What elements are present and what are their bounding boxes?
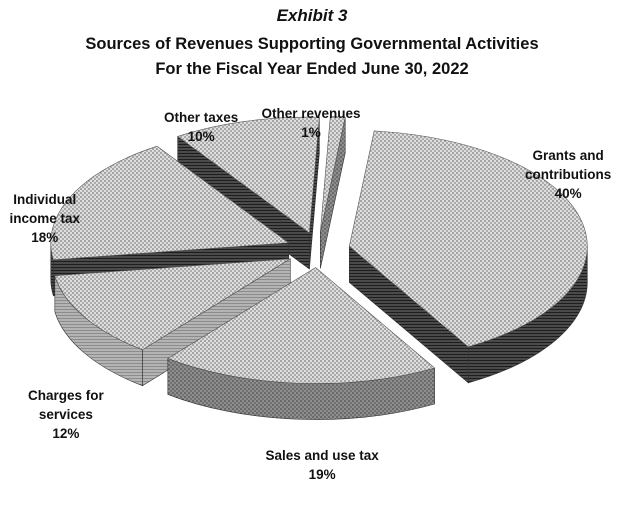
slice-label-charges-for-services: Charges for	[28, 388, 104, 403]
slice-label-grants-and-contributions: Grants and	[532, 148, 604, 163]
data-label-sales-and-use-tax: Sales and use tax 19%	[266, 446, 379, 484]
slice-label-grants-and-contributions: contributions	[525, 167, 612, 182]
slice-value-other-taxes: 10%	[187, 129, 215, 144]
pie-slice-grants-and-contributions	[348, 130, 588, 348]
slice-value-other-revenues: 1%	[301, 125, 321, 140]
pie-slice-other-revenues	[320, 116, 346, 233]
pie-slice-other-taxes	[177, 116, 320, 234]
pie-slice-charges-for-services	[54, 258, 291, 351]
exhibit-label: Exhibit 3	[276, 6, 348, 25]
slice-value-individual-income-tax: 18%	[31, 230, 59, 245]
slice-label-sales-and-use-tax: Sales and use tax	[265, 448, 379, 463]
slice-label-other-revenues: Other revenues	[261, 106, 361, 121]
data-label-grants-and-contributions: Grants and contributions 40%	[525, 146, 611, 203]
slice-value-sales-and-use-tax: 19%	[308, 467, 336, 482]
data-label-charges-for-services: Charges for services 12%	[28, 386, 104, 443]
slice-label-charges-for-services: services	[38, 407, 93, 422]
pie-slice-individual-income-tax	[50, 145, 290, 261]
data-label-other-taxes: Other taxes 10%	[164, 108, 238, 146]
slice-label-individual-income-tax: Individual	[13, 192, 77, 207]
slice-label-other-taxes: Other taxes	[164, 110, 239, 125]
data-label-individual-income-tax: Individual income tax 18%	[10, 190, 81, 247]
chart-title: Sources of Revenues Supporting Governmen…	[85, 35, 539, 53]
slice-value-charges-for-services: 12%	[52, 426, 80, 441]
slice-value-grants-and-contributions: 40%	[554, 186, 582, 201]
chart-subtitle: For the Fiscal Year Ended June 30, 2022	[155, 60, 469, 78]
data-label-other-revenues: Other revenues 1%	[262, 104, 361, 142]
pie-slice-sales-and-use-tax	[167, 267, 436, 384]
slice-label-individual-income-tax: income tax	[9, 211, 81, 226]
